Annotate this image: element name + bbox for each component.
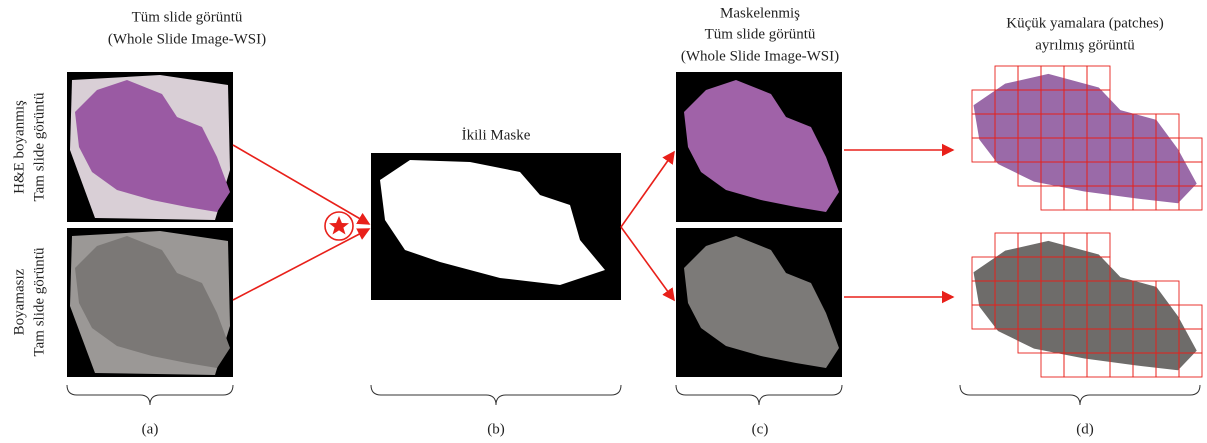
- figure: Tüm slide görüntü (Whole Slide Image-WSI…: [0, 0, 1207, 443]
- row-label: Boyamasız: [11, 268, 27, 335]
- row-label: H&E boyanmış: [11, 100, 27, 194]
- patched-he: [972, 66, 1202, 210]
- panel-title: İkili Maske: [462, 127, 531, 143]
- star-icon: [325, 212, 353, 240]
- panel-title: Tüm slide görüntü: [705, 26, 816, 42]
- unstained-wsi: [67, 228, 233, 377]
- he-wsi: [67, 72, 233, 222]
- brace: [67, 385, 233, 405]
- row-label: Tam slide görüntü: [31, 247, 47, 356]
- brace: [371, 385, 621, 405]
- masked-he-wsi: [676, 72, 842, 222]
- panel-title: (Whole Slide Image-WSI): [681, 48, 839, 64]
- panel-caption: (a): [142, 421, 159, 437]
- panel-title: (Whole Slide Image-WSI): [108, 31, 266, 47]
- panel-title: ayrılmış görüntü: [1035, 37, 1135, 53]
- braces: [67, 385, 1200, 405]
- panel-caption: (b): [487, 421, 505, 437]
- panel-title: Küçük yamalara (patches): [1006, 15, 1163, 31]
- row-label: Tam slide görüntü: [31, 92, 47, 201]
- brace: [676, 385, 842, 405]
- patch-cell: [1041, 186, 1064, 210]
- binary-mask: [371, 153, 621, 300]
- patched-unstained: [972, 233, 1202, 377]
- panel-caption: (d): [1076, 421, 1094, 437]
- patch-cell: [1041, 353, 1064, 377]
- panel-caption: (c): [752, 421, 769, 437]
- panel-title: Tüm slide görüntü: [132, 9, 243, 25]
- brace: [960, 385, 1200, 405]
- panel-title: Maskelenmiş: [720, 5, 800, 21]
- masked-unstained-wsi: [676, 228, 842, 377]
